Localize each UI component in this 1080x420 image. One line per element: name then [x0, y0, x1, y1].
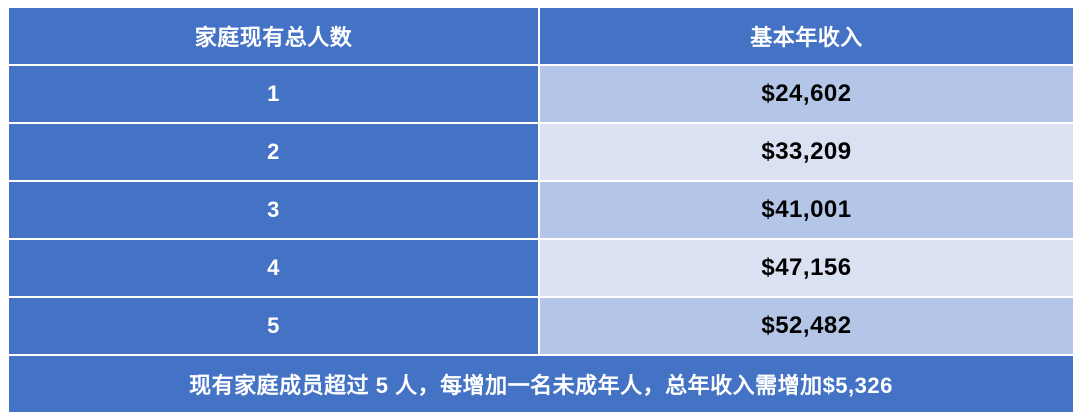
- income-table: 家庭现有总人数 基本年收入 1 $24,602 2 $33,209 3 $41,…: [7, 6, 1075, 414]
- table-row: 1 $24,602: [7, 64, 1075, 124]
- table-footer-row: 现有家庭成员超过 5 人，每增加一名未成年人，总年收入需增加$5,326: [7, 354, 1075, 414]
- income-cell: $41,001: [538, 180, 1075, 240]
- members-cell: 2: [7, 122, 540, 182]
- income-cell: $52,482: [538, 296, 1075, 356]
- header-household-members: 家庭现有总人数: [7, 6, 540, 66]
- members-cell: 4: [7, 238, 540, 298]
- income-cell: $47,156: [538, 238, 1075, 298]
- footer-note: 现有家庭成员超过 5 人，每增加一名未成年人，总年收入需增加$5,326: [7, 354, 1075, 414]
- members-cell: 3: [7, 180, 540, 240]
- header-base-annual-income: 基本年收入: [538, 6, 1075, 66]
- income-cell: $24,602: [538, 64, 1075, 124]
- members-cell: 1: [7, 64, 540, 124]
- table-row: 4 $47,156: [7, 238, 1075, 298]
- income-table-container: 家庭现有总人数 基本年收入 1 $24,602 2 $33,209 3 $41,…: [7, 6, 1075, 414]
- table-header-row: 家庭现有总人数 基本年收入: [7, 6, 1075, 66]
- income-cell: $33,209: [538, 122, 1075, 182]
- table-row: 3 $41,001: [7, 180, 1075, 240]
- table-row: 5 $52,482: [7, 296, 1075, 356]
- table-row: 2 $33,209: [7, 122, 1075, 182]
- members-cell: 5: [7, 296, 540, 356]
